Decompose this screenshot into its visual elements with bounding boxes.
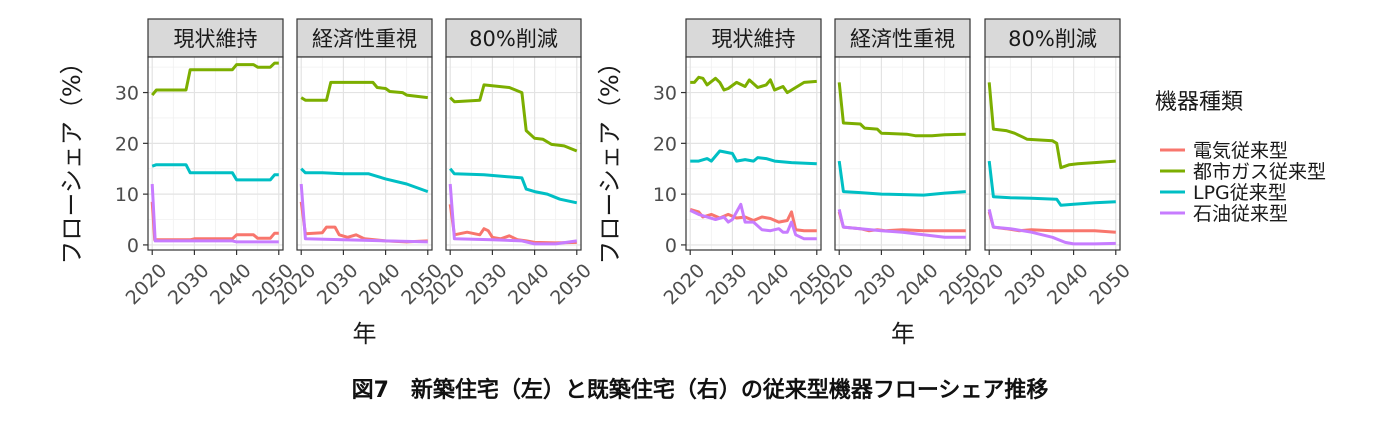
x-tick-label: 2030 <box>164 260 214 310</box>
x-tick-label: 2040 <box>893 260 943 310</box>
series-line <box>150 183 279 244</box>
panel-border <box>147 56 284 251</box>
series-line <box>449 167 578 205</box>
x-axis-title: 年 <box>353 320 377 348</box>
panel-border <box>984 56 1121 251</box>
facet-label: 現状維持 <box>174 27 258 51</box>
y-axis-title: フローシェア（%） <box>596 50 624 264</box>
legend-label: 電気従来型 <box>1193 140 1288 162</box>
series-line <box>987 160 1116 207</box>
facet-strip <box>296 18 433 58</box>
facet-label: 80%削減 <box>469 27 558 51</box>
series-line <box>300 167 429 194</box>
facet-label: 80%削減 <box>1008 27 1097 51</box>
series-line <box>299 183 428 244</box>
x-tick-label: 2040 <box>206 260 256 310</box>
series-line <box>300 80 428 102</box>
series-line <box>689 207 817 233</box>
facet-strip <box>984 18 1121 58</box>
x-tick-label: 2030 <box>462 260 512 310</box>
series-line <box>690 149 817 166</box>
x-tick-label: 2050 <box>1085 260 1135 310</box>
panel-border <box>834 56 971 251</box>
y-tick-label: 10 <box>115 184 139 206</box>
y-tick-label: 30 <box>115 83 139 105</box>
x-tick-label: 2040 <box>1043 260 1093 310</box>
x-tick-label: 2040 <box>504 260 554 310</box>
series-line <box>837 209 966 239</box>
legend-label: 都市ガス従来型 <box>1193 161 1326 183</box>
series-line <box>987 82 1116 170</box>
figure: 現状維持20202030204020500102030経済性重視20202030… <box>58 18 1326 348</box>
facet-strip <box>445 18 582 58</box>
series-line <box>151 163 279 182</box>
panel-border <box>685 56 822 251</box>
legend-title: 機器種類 <box>1155 90 1243 115</box>
x-axis-title: 年 <box>891 320 915 348</box>
y-tick-label: 0 <box>665 235 677 257</box>
facet-label: 経済性重視 <box>850 27 955 51</box>
x-tick-label: 2030 <box>313 260 363 310</box>
y-tick-label: 10 <box>653 184 677 206</box>
x-tick-label: 2040 <box>355 260 405 310</box>
facet-strip <box>834 18 971 58</box>
y-axis-title: フローシェア（%） <box>58 50 86 264</box>
series-line <box>448 183 578 246</box>
figure-caption: 図7 新築住宅（左）と既築住宅（右）の従来型機器フローシェア推移 <box>351 378 1049 403</box>
x-tick-label: 2030 <box>702 260 752 310</box>
series-line <box>837 160 966 197</box>
x-tick-label: 2030 <box>851 260 901 310</box>
x-tick-label: 2020 <box>660 260 710 310</box>
series-line <box>689 202 817 241</box>
series-line <box>837 82 966 138</box>
facet-label: 現状維持 <box>712 27 796 51</box>
legend-label: 石油従来型 <box>1193 203 1288 225</box>
legend-label: LPG従来型 <box>1193 182 1287 204</box>
x-tick-label: 2050 <box>546 260 596 310</box>
x-tick-label: 2030 <box>1001 260 1051 310</box>
x-tick-label: 2020 <box>122 260 172 310</box>
series-line <box>690 75 817 95</box>
y-tick-label: 0 <box>127 235 139 257</box>
facet-strip <box>147 18 284 58</box>
series-line <box>987 209 1116 246</box>
facet-label: 経済性重視 <box>312 27 417 51</box>
y-tick-label: 30 <box>653 83 677 105</box>
x-tick-label: 2040 <box>744 260 794 310</box>
series-line <box>449 83 578 153</box>
series-line <box>151 61 279 97</box>
y-tick-label: 20 <box>653 133 677 155</box>
y-tick-label: 20 <box>115 133 139 155</box>
panel-border <box>445 56 582 251</box>
panel-border <box>296 56 433 251</box>
